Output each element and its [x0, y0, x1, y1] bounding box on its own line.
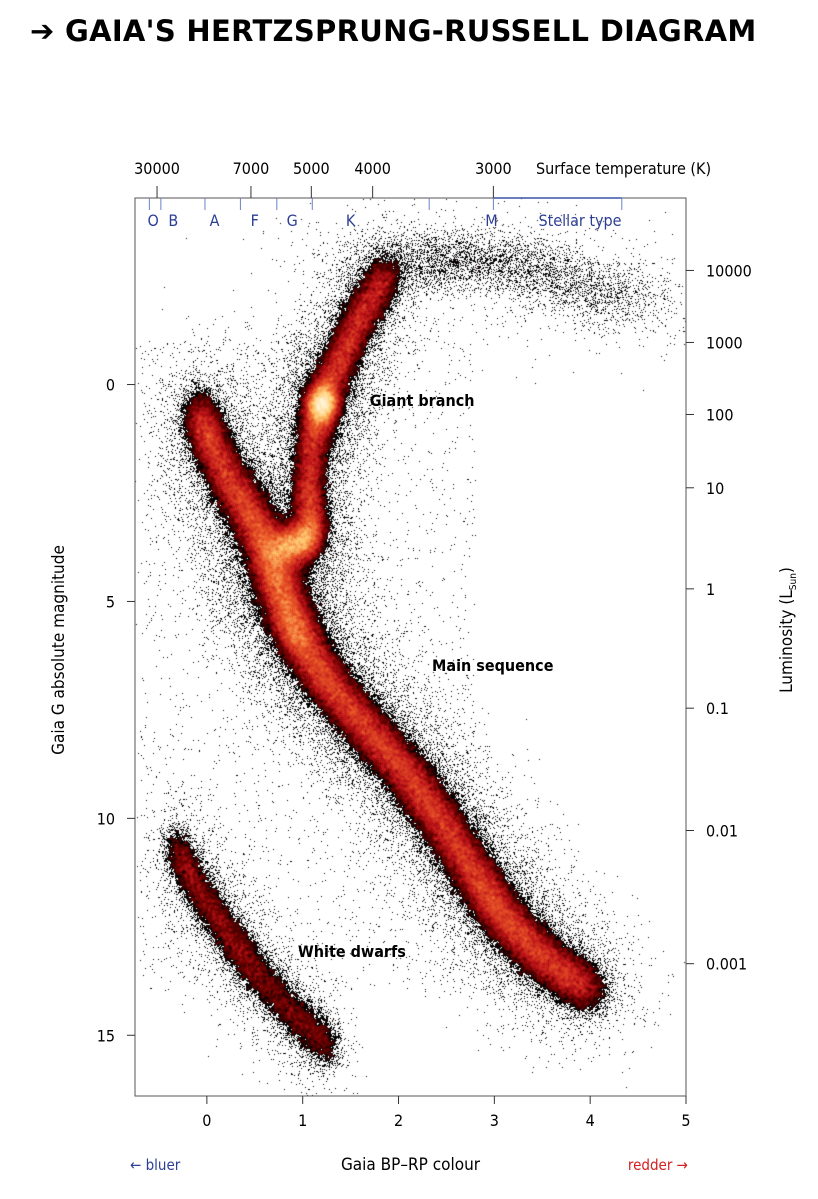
- luminosity-tick-label: 0.001: [706, 955, 747, 974]
- redder-label: redder →: [628, 1156, 688, 1174]
- y-tick-label: 10: [97, 809, 115, 828]
- x-tick-label: 2: [394, 1111, 403, 1130]
- luminosity-tick-label: 10000: [706, 261, 752, 280]
- x-tick-label: 3: [490, 1111, 499, 1130]
- stellar-type-label: G: [287, 211, 298, 230]
- temperature-tick-label: 5000: [293, 159, 330, 178]
- x-tick-label: 5: [681, 1111, 690, 1130]
- temperature-tick-label: 7000: [233, 159, 270, 178]
- luminosity-tick-label: 10: [706, 479, 724, 498]
- y-tick-label: 15: [97, 1026, 115, 1045]
- x-tick-label: 4: [586, 1111, 595, 1130]
- x-tick-label: 0: [202, 1111, 211, 1130]
- x-tick-label: 1: [298, 1111, 307, 1130]
- annotation-label: Giant branch: [370, 391, 475, 410]
- y-tick-label: 5: [106, 592, 115, 611]
- temperature-tick-label: 4000: [354, 159, 391, 178]
- bluer-label: ← bluer: [130, 1156, 181, 1174]
- y-tick-label: 0: [106, 376, 115, 395]
- temperature-tick-label: 30000: [134, 159, 180, 178]
- temperature-axis-label: Surface temperature (K): [536, 159, 711, 178]
- density-scatter-plot: [135, 198, 686, 1096]
- luminosity-tick-label: 1000: [706, 333, 743, 352]
- stellar-type-label: K: [346, 211, 356, 230]
- stellar-type-axis-label: Stellar type: [538, 211, 621, 230]
- luminosity-tick-label: 100: [706, 405, 733, 424]
- luminosity-tick-label: 1: [706, 580, 715, 599]
- stellar-type-label: A: [210, 211, 220, 230]
- stellar-type-label: M: [485, 211, 497, 230]
- stellar-type-label: O: [148, 211, 159, 230]
- x-axis-label: Gaia BP–RP colour: [341, 1155, 481, 1175]
- plot-frame: [134, 197, 687, 1097]
- temperature-tick-label: 3000: [475, 159, 512, 178]
- annotation-label: White dwarfs: [298, 942, 406, 961]
- luminosity-axis-label: Luminosity (LSun): [777, 567, 799, 693]
- luminosity-tick-label: 0.01: [706, 822, 738, 841]
- y-axis-label: Gaia G absolute magnitude: [49, 545, 69, 755]
- chart-title: ➔ GAIA'S HERTZSPRUNG-RUSSELL DIAGRAM: [30, 14, 757, 48]
- luminosity-tick-label: 0.1: [706, 699, 729, 718]
- annotation-label: Main sequence: [432, 656, 554, 675]
- stellar-type-label: B: [168, 211, 178, 230]
- stellar-type-label: F: [251, 211, 259, 230]
